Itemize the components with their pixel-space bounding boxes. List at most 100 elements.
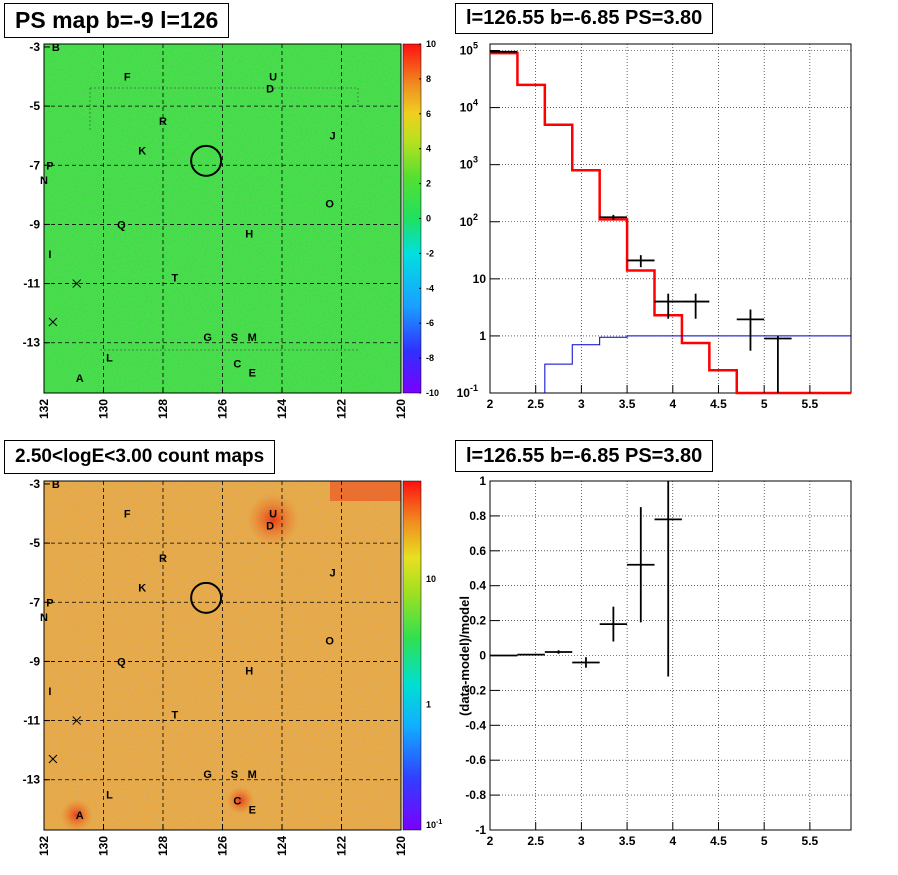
count-map-title: 2.50<logE<3.00 count maps bbox=[4, 440, 276, 474]
source-label-a: A bbox=[76, 810, 84, 822]
y-tick-label: 0.2 bbox=[469, 614, 486, 628]
x-tick-label: 2.5 bbox=[527, 397, 544, 411]
spectrum-series bbox=[490, 50, 851, 395]
y-tick-label: -3 bbox=[29, 477, 40, 491]
x-tick-label: 130 bbox=[97, 836, 111, 856]
source-label-j: J bbox=[330, 568, 336, 580]
y-tick-label: -11 bbox=[23, 277, 40, 291]
colorbar-label: 10 bbox=[426, 574, 436, 584]
count-map-colorbar bbox=[402, 480, 422, 831]
x-tick-label: 3 bbox=[578, 834, 585, 848]
x-tick-label: 2 bbox=[487, 834, 494, 848]
x-tick-label: 4 bbox=[669, 834, 676, 848]
x-tick-label: 120 bbox=[394, 836, 408, 856]
x-marker bbox=[48, 317, 58, 327]
colorbar-label: 6 bbox=[426, 109, 431, 119]
x-tick-label: 122 bbox=[335, 399, 349, 419]
y-tick-label: -1 bbox=[475, 823, 486, 837]
colorbar-label: -10 bbox=[426, 388, 439, 398]
source-label-r: R bbox=[159, 116, 167, 128]
y-tick-label: -7 bbox=[29, 595, 40, 609]
colorbar-label: -2 bbox=[426, 248, 434, 258]
x-tick-label: 4 bbox=[669, 397, 676, 411]
hotspot bbox=[60, 799, 93, 832]
source-label-u: U bbox=[269, 72, 277, 84]
source-label-f: F bbox=[124, 509, 131, 521]
y-tick-label: -0.6 bbox=[465, 753, 486, 767]
source-label-c: C bbox=[233, 358, 241, 370]
colorbar-label: 4 bbox=[426, 144, 431, 154]
y-tick-label: 1 bbox=[479, 474, 486, 488]
x-tick-label: 124 bbox=[275, 399, 289, 419]
source-label-c: C bbox=[233, 795, 241, 807]
source-label-r: R bbox=[159, 553, 167, 565]
y-tick-label: 0.8 bbox=[469, 509, 486, 523]
colorbar-label: -6 bbox=[426, 318, 434, 328]
spectrum-frame bbox=[489, 43, 852, 394]
residual-ylabel: (data-model)/model bbox=[457, 596, 472, 716]
y-tick-label: -7 bbox=[29, 158, 40, 172]
source-label-m: M bbox=[248, 332, 257, 344]
ps-map-source-labels: B F UD R J K PN O Q H I T G S M L CE A bbox=[40, 42, 336, 385]
y-tick-label: -5 bbox=[29, 536, 40, 550]
x-marker bbox=[48, 754, 58, 764]
x-tick-label: 5.5 bbox=[802, 397, 819, 411]
y-tick-label: 102 bbox=[460, 212, 478, 229]
ps-map-grid bbox=[44, 44, 401, 393]
x-tick-label: 128 bbox=[156, 836, 170, 856]
source-label-b: B bbox=[52, 479, 60, 491]
colorbar-label: -4 bbox=[426, 283, 434, 293]
source-label-n: N bbox=[40, 612, 48, 624]
residual-title: l=126.55 b=-6.85 PS=3.80 bbox=[455, 440, 714, 472]
source-label-o: O bbox=[325, 636, 334, 648]
colorbar-label: -8 bbox=[426, 353, 434, 363]
count-map-ticks: 132 130 128 126 124 122 120 -3 -5 -7 -9 -11 -13 bbox=[23, 477, 408, 856]
source-label-o: O bbox=[325, 199, 334, 211]
source-label-e: E bbox=[249, 804, 256, 816]
spectrum-title: l=126.55 b=-6.85 PS=3.80 bbox=[455, 3, 714, 34]
x-tick-label: 2.5 bbox=[527, 834, 544, 848]
source-label-i: I bbox=[48, 249, 51, 261]
ps-map-panel: 132 130 128 126 124 122 120 -3 -5 -7 -9 -11 -13 10 8 6… bbox=[23, 39, 439, 419]
source-label-f: F bbox=[124, 72, 131, 84]
source-label-h: H bbox=[245, 665, 253, 677]
source-label-a: A bbox=[76, 373, 84, 385]
y-tick-label: -9 bbox=[29, 654, 40, 668]
ps-map-ticks: 132 130 128 126 124 122 120 -3 -5 -7 -9 -11 -13 bbox=[23, 40, 408, 419]
ps-map-title: PS map b=-9 l=126 bbox=[4, 3, 230, 38]
x-tick-label: 130 bbox=[97, 399, 111, 419]
y-tick-label: 104 bbox=[460, 98, 478, 115]
region-outline bbox=[89, 87, 359, 351]
count-map-overlay bbox=[48, 581, 223, 764]
hotspot bbox=[247, 493, 300, 546]
x-tick-label: 132 bbox=[37, 399, 51, 419]
source-label-l: L bbox=[106, 353, 113, 365]
source-label-j: J bbox=[330, 131, 336, 143]
count-map-panel: 132 130 128 126 124 122 120-3-5-7-9-11-13 1011… bbox=[23, 477, 443, 856]
source-label-k: K bbox=[138, 145, 146, 157]
background-step-line bbox=[544, 335, 851, 393]
residual-panel: 2 2.5 3 3.5 4 4.5 5 5.5 1 0.8 0.6 0.4 0.2 0 -0.2 -0.4 -0… bbox=[457, 474, 852, 848]
source-label-d: D bbox=[266, 83, 274, 95]
source-label-g: G bbox=[203, 332, 212, 344]
source-label-s: S bbox=[231, 769, 238, 781]
ps-map-colorbar-labels: 10 8 6 4 2 0 -2 -4 -6 -8 -10 bbox=[419, 39, 439, 398]
source-label-q: Q bbox=[117, 219, 126, 231]
y-tick-label: -13 bbox=[23, 773, 41, 787]
x-tick-label: 126 bbox=[216, 836, 230, 856]
colorbar-label: 8 bbox=[426, 74, 431, 84]
x-tick-label: 4.5 bbox=[710, 834, 727, 848]
source-label-g: G bbox=[203, 769, 212, 781]
x-tick-label: 132 bbox=[37, 836, 51, 856]
y-tick-label: 105 bbox=[460, 41, 478, 58]
y-tick-label: -3 bbox=[29, 40, 40, 54]
point-source-circle bbox=[190, 144, 223, 177]
y-tick-label: -0.4 bbox=[465, 718, 486, 732]
x-tick-label: 126 bbox=[216, 399, 230, 419]
y-tick-label: 10 bbox=[473, 272, 487, 286]
residual-ticks: 2 2.5 3 3.5 4 4.5 5 5.5 1 0.8 0.6 0.4 0.2 0 -0.2 -0.4 -0… bbox=[465, 474, 818, 848]
x-tick-label: 128 bbox=[156, 399, 170, 419]
y-tick-label: -0.8 bbox=[465, 788, 486, 802]
